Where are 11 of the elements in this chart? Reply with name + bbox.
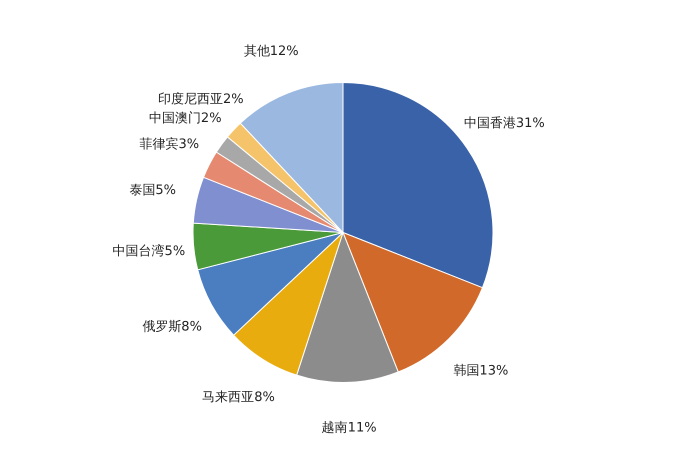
slice-label: 中国台湾5% [112, 242, 186, 259]
slice-label: 中国香港31% [464, 116, 545, 131]
slice-label: 中国澳门2% [148, 110, 222, 126]
slice-label: 越南11% [322, 420, 377, 436]
slice-label: 菲律宾3% [139, 136, 200, 152]
slice-label: 泰国5% [129, 182, 176, 198]
slice-label: 韩国13% [453, 363, 508, 378]
slice-label: 其他12% [244, 44, 299, 60]
slice-label: 俄罗斯8% [142, 319, 202, 334]
slice-label: 印度尼西亚2% [158, 91, 244, 108]
slice-label: 马来西亚8% [202, 390, 275, 406]
